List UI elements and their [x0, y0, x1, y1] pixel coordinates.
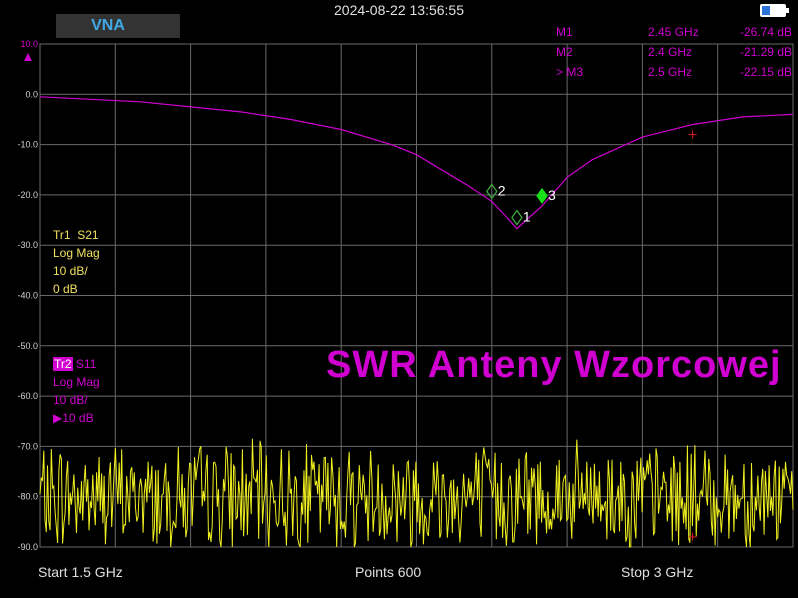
trace1-header: Tr1 S21	[53, 226, 100, 244]
battery-icon	[760, 4, 789, 17]
marker-name: > M3	[556, 65, 584, 79]
vna-tab-label: VNA	[91, 17, 125, 34]
trace2-format: Log Mag	[53, 375, 100, 389]
y-tick-label: -60.0	[17, 391, 38, 401]
marker-name: M2	[556, 45, 573, 59]
marker-row[interactable]: > M3 2.5 GHz -22.15 dB	[548, 65, 794, 85]
vna-tab[interactable]: VNA	[56, 14, 180, 38]
trace2-header: Tr2 S11	[53, 355, 100, 373]
marker-freq: 2.45 GHz	[648, 25, 699, 39]
marker-freq: 2.4 GHz	[648, 45, 693, 59]
marker-diamond-icon	[511, 209, 523, 226]
marker-freq: 2.5 GHz	[648, 65, 693, 79]
y-tick-label: -90.0	[17, 542, 38, 552]
marker-value: -26.74 dB	[739, 25, 792, 39]
trace-s21-line	[39, 438, 794, 548]
marker-number-label: 3	[548, 187, 556, 203]
marker-row[interactable]: M2 2.4 GHz -21.29 dB	[548, 45, 794, 65]
y-tick-label: -20.0	[17, 190, 38, 200]
marker-value: -22.15 dB	[739, 65, 792, 79]
trace2-ref: ▶10 dB	[53, 411, 94, 425]
trace1-info[interactable]: Tr1 S21 Log Mag 10 dB/ 0 dB	[53, 226, 100, 298]
start-freq[interactable]: Start 1.5 GHz	[38, 564, 123, 580]
stop-freq[interactable]: Stop 3 GHz	[621, 564, 694, 580]
y-tick-label: -50.0	[17, 341, 38, 351]
marker-row[interactable]: M1 2.45 GHz -26.74 dB	[548, 25, 794, 45]
y-tick-label: -40.0	[17, 291, 38, 301]
y-tick-label: -30.0	[17, 240, 38, 250]
overlay-title: SWR Anteny Wzorcowej	[326, 344, 782, 386]
trace2-scale: 10 dB/	[53, 393, 88, 407]
trace2-info[interactable]: Tr2 S11 Log Mag 10 dB/ ▶10 dB	[53, 355, 100, 427]
marker-number-label: 1	[523, 209, 531, 225]
y-tick-label: -80.0	[17, 492, 38, 502]
datetime-label: 2024-08-22 13:56:55	[334, 2, 464, 18]
y-tick-label: -70.0	[17, 441, 38, 451]
y-tick-label: 0.0	[25, 89, 38, 99]
points-count[interactable]: Points 600	[355, 564, 422, 580]
marker-name: M1	[556, 25, 573, 39]
trace1-format: Log Mag	[53, 246, 100, 260]
trace1-name: Tr1	[53, 228, 71, 242]
trace1-scale: 10 dB/	[53, 264, 88, 278]
marker-diamond-icon	[536, 187, 548, 204]
trace1-ref: 0 dB	[53, 282, 78, 296]
trace2-param: S11	[75, 357, 97, 371]
trace2-name: Tr2	[53, 357, 73, 371]
status-bar: 2024-08-22 13:56:55	[0, 0, 798, 22]
ref-level-arrow-icon	[24, 53, 32, 61]
y-top-label: 10.0	[20, 39, 38, 49]
marker-table: M1 2.45 GHz -26.74 dB M2 2.4 GHz -21.29 …	[548, 25, 794, 85]
trace1-param: S21	[77, 228, 99, 242]
marker-number-label: 2	[498, 182, 506, 198]
y-tick-label: -10.0	[17, 140, 38, 150]
trace-s11-line	[39, 96, 794, 230]
marker-diamond-icon	[486, 183, 498, 200]
marker-value: -21.29 dB	[739, 45, 792, 59]
